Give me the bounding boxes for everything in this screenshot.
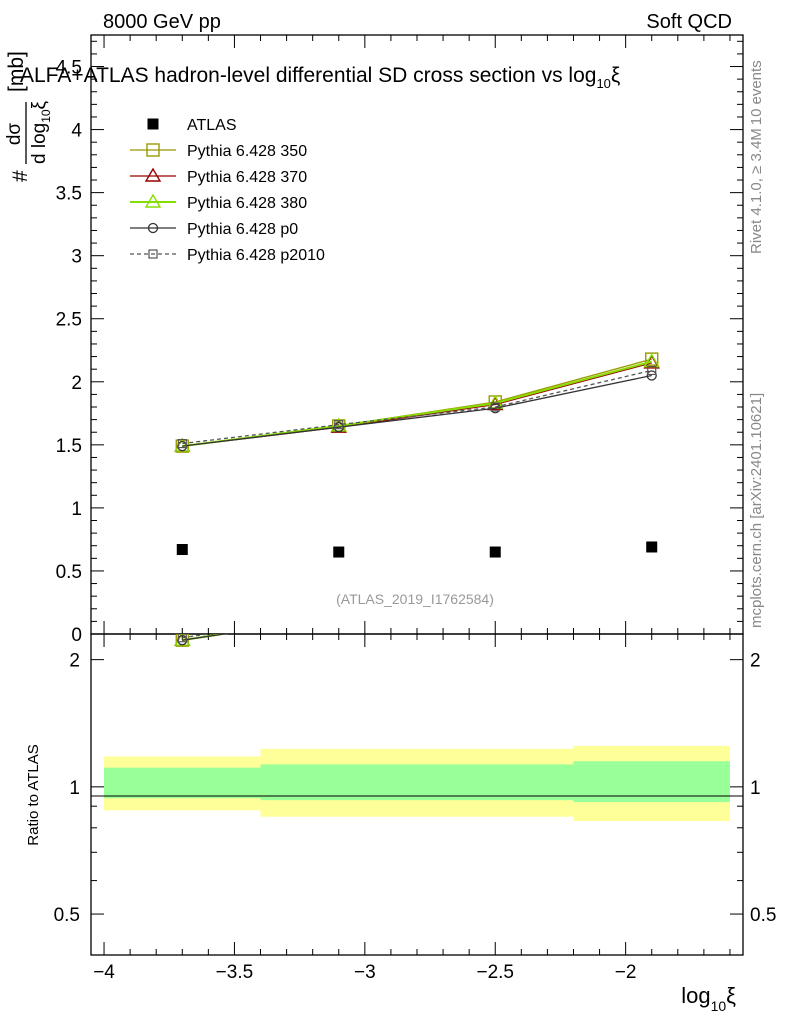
ratio-point-p370 xyxy=(645,571,659,583)
legend-label-atlas: ATLAS xyxy=(187,117,237,134)
x-axis-label: log10ξ xyxy=(681,983,736,1014)
ratio-tick-label-right: 0.5 xyxy=(750,905,776,926)
x-tick-label: −4 xyxy=(93,962,115,983)
atlas-point xyxy=(176,544,188,556)
y-tick-label: 1.5 xyxy=(56,436,82,457)
legend-label-p350: Pythia 6.428 350 xyxy=(187,143,307,160)
series-point-p2010 xyxy=(334,420,344,430)
ratio-point-p350 xyxy=(646,570,658,582)
mc-series-main xyxy=(174,352,660,453)
ratio-band-inner xyxy=(260,764,417,801)
ratio-point-p0 xyxy=(647,583,656,592)
ratio-point-p380 xyxy=(645,570,659,582)
series-point-p2010 xyxy=(177,438,187,449)
series-line-p370 xyxy=(182,362,652,447)
ratio-tick-label-right: 1 xyxy=(750,778,761,799)
series-line-p350 xyxy=(182,358,652,447)
legend-label-p380: Pythia 6.428 380 xyxy=(187,195,307,212)
ratio-tick-label: 0.5 xyxy=(54,905,80,926)
series-point-p2010 xyxy=(490,402,500,412)
ratio-band-inner xyxy=(573,761,730,803)
series-point-p0 xyxy=(646,370,657,381)
x-tick-label: −3.5 xyxy=(216,962,254,983)
ratio-point-p2010 xyxy=(648,579,656,587)
y-tick-label: 2 xyxy=(71,373,82,394)
mc-series-ratio xyxy=(174,570,659,647)
ratio-bands xyxy=(104,745,730,822)
x-tick-label: −2 xyxy=(615,962,637,983)
y-tick-label: 3.5 xyxy=(56,184,82,205)
ratio-point-p2010 xyxy=(177,634,187,643)
y-label-denominator: d log10ξ xyxy=(29,100,53,164)
legend-label-p0: Pythia 6.428 p0 xyxy=(187,221,298,238)
y-tick-label: 4 xyxy=(71,121,82,142)
y-label-hash: # xyxy=(9,170,32,182)
atlas-point xyxy=(489,546,501,558)
mcplots-label: mcplots.cern.ch [arXiv:2401.10621] xyxy=(748,393,765,628)
legend-marker-p380 xyxy=(144,193,162,208)
legend-marker-p370 xyxy=(144,167,162,182)
y-tick-label: 1 xyxy=(71,499,82,520)
ratio-point-p0 xyxy=(334,613,343,622)
energy-label: 8000 GeV pp xyxy=(103,11,221,33)
process-label: Soft QCD xyxy=(646,11,732,33)
ratio-tick-label: 2 xyxy=(69,651,80,672)
atlas-point xyxy=(333,546,345,558)
ratio-band-inner xyxy=(104,767,261,799)
rivet-label: Rivet 4.1.0, ≥ 3.4M10events xyxy=(748,60,765,254)
ratio-point-p2010 xyxy=(335,611,343,619)
series-point-p2010 xyxy=(647,365,657,376)
axis-tick-labels: −4 −3.5 −3 −2.5 −2 0 0.5 1 1.5 2 2.5 3 3.5 4 4.5 0.5 0.5… xyxy=(54,58,777,983)
x-tick-label: −2.5 xyxy=(476,962,514,983)
legend-marker-p2010 xyxy=(148,249,158,259)
atlas-point xyxy=(646,541,658,553)
legend: ATLAS Pythia 6.428 350 Pythia 6.428 370 Pyt… xyxy=(130,117,325,264)
series-line-p380 xyxy=(182,360,652,448)
y-tick-label: 0 xyxy=(71,625,82,646)
y-label-numerator: dσ xyxy=(4,123,25,146)
series-point-p350 xyxy=(645,352,659,366)
legend-marker-p0 xyxy=(147,222,159,234)
legend-label-p2010: Pythia 6.428 p2010 xyxy=(187,247,325,264)
legend-marker-p350 xyxy=(146,143,160,157)
y-tick-label: 2.5 xyxy=(56,310,82,331)
y-label-unit: [mb] xyxy=(5,51,28,92)
legend-label-p370: Pythia 6.428 370 xyxy=(187,169,307,186)
y-axis-label: # dσ d log10ξ [mb] xyxy=(4,51,53,182)
plot-title: ALFA+ATLAS hadron-level differential SD … xyxy=(20,64,620,91)
ratio-point-p380 xyxy=(332,609,346,621)
ratio-band-inner xyxy=(417,764,574,801)
atlas-data-points xyxy=(176,541,658,558)
ratio-tick-label: 1 xyxy=(69,778,80,799)
ratio-tick-label-right: 2 xyxy=(750,651,761,672)
ratio-y-label: Ratio to ATLAS xyxy=(25,744,42,845)
y-tick-label: 3 xyxy=(71,247,82,268)
y-tick-label: 0.5 xyxy=(56,562,82,583)
axis-ticks xyxy=(91,35,743,955)
y-tick-label: 4.5 xyxy=(56,58,82,79)
ratio-point-p350 xyxy=(333,610,345,622)
ratio-point-p370 xyxy=(332,610,346,622)
series-line-p0 xyxy=(182,374,652,447)
legend-marker-atlas xyxy=(147,118,159,130)
analysis-ref-label: (ATLAS_2019_I1762584) xyxy=(336,591,494,607)
x-tick-label: −3 xyxy=(354,962,376,983)
series-line-p2010 xyxy=(182,369,652,445)
